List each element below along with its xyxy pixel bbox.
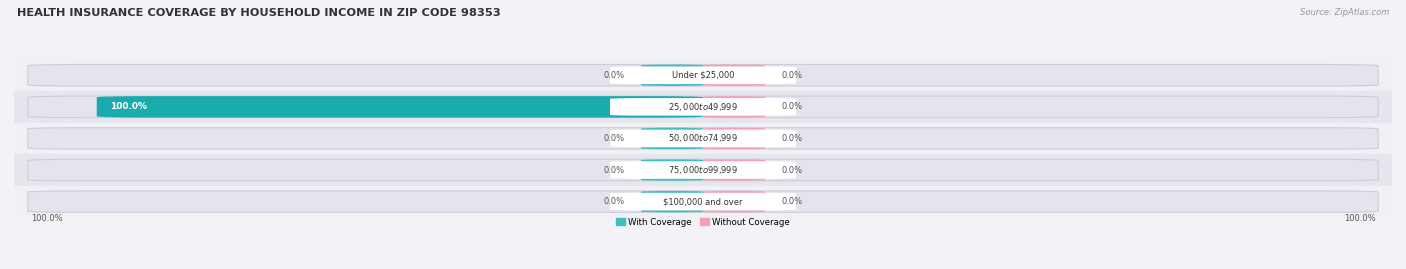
- FancyBboxPatch shape: [610, 98, 796, 116]
- FancyBboxPatch shape: [641, 159, 703, 181]
- FancyBboxPatch shape: [610, 161, 796, 179]
- Bar: [14, 186, 1392, 217]
- Text: 0.0%: 0.0%: [782, 71, 803, 80]
- FancyBboxPatch shape: [703, 96, 765, 118]
- Text: 0.0%: 0.0%: [782, 134, 803, 143]
- Text: 0.0%: 0.0%: [603, 71, 624, 80]
- Text: Source: ZipAtlas.com: Source: ZipAtlas.com: [1299, 8, 1389, 17]
- Text: 100.0%: 100.0%: [1344, 214, 1375, 222]
- Text: $50,000 to $74,999: $50,000 to $74,999: [668, 132, 738, 144]
- Text: Under $25,000: Under $25,000: [672, 71, 734, 80]
- Text: $75,000 to $99,999: $75,000 to $99,999: [668, 164, 738, 176]
- Text: 100.0%: 100.0%: [111, 102, 148, 111]
- FancyBboxPatch shape: [641, 128, 703, 149]
- Text: $100,000 and over: $100,000 and over: [664, 197, 742, 206]
- Text: 0.0%: 0.0%: [603, 134, 624, 143]
- FancyBboxPatch shape: [28, 159, 1378, 181]
- FancyBboxPatch shape: [610, 66, 796, 84]
- FancyBboxPatch shape: [97, 96, 703, 118]
- Bar: [14, 123, 1392, 154]
- FancyBboxPatch shape: [28, 128, 1378, 149]
- Text: 0.0%: 0.0%: [603, 197, 624, 206]
- FancyBboxPatch shape: [610, 130, 796, 147]
- FancyBboxPatch shape: [703, 65, 765, 86]
- FancyBboxPatch shape: [641, 191, 703, 212]
- Bar: [14, 59, 1392, 91]
- Bar: [14, 91, 1392, 123]
- Text: $25,000 to $49,999: $25,000 to $49,999: [668, 101, 738, 113]
- Text: 0.0%: 0.0%: [782, 165, 803, 175]
- FancyBboxPatch shape: [703, 159, 765, 181]
- Text: 0.0%: 0.0%: [782, 197, 803, 206]
- FancyBboxPatch shape: [28, 96, 1378, 118]
- Text: 0.0%: 0.0%: [782, 102, 803, 111]
- Text: 0.0%: 0.0%: [603, 165, 624, 175]
- Legend: With Coverage, Without Coverage: With Coverage, Without Coverage: [613, 214, 793, 230]
- FancyBboxPatch shape: [28, 191, 1378, 212]
- FancyBboxPatch shape: [703, 191, 765, 212]
- Bar: [14, 154, 1392, 186]
- Text: HEALTH INSURANCE COVERAGE BY HOUSEHOLD INCOME IN ZIP CODE 98353: HEALTH INSURANCE COVERAGE BY HOUSEHOLD I…: [17, 8, 501, 18]
- FancyBboxPatch shape: [703, 128, 765, 149]
- FancyBboxPatch shape: [641, 65, 703, 86]
- FancyBboxPatch shape: [610, 193, 796, 210]
- FancyBboxPatch shape: [28, 65, 1378, 86]
- Text: 100.0%: 100.0%: [31, 214, 62, 222]
